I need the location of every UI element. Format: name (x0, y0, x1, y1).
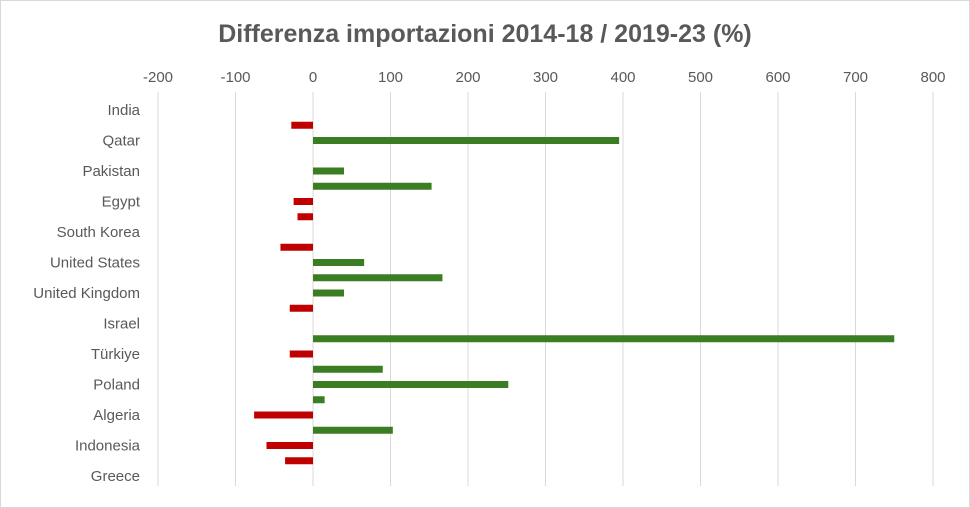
chart-title: Differenza importazioni 2014-18 / 2019-2… (218, 20, 752, 48)
y-axis-category-labels: India Qatar Pakistan Egypt South Korea United… (33, 102, 141, 485)
bar-negative (289, 350, 313, 358)
bar-positive (313, 335, 895, 343)
x-tick-label: 500 (688, 69, 713, 86)
x-tick-label: 800 (920, 69, 945, 86)
y-category-label: Pakistan (82, 163, 140, 180)
bar-positive (313, 167, 344, 175)
bar-negative (297, 213, 313, 221)
x-tick-label: 400 (610, 69, 635, 86)
gridlines (157, 92, 934, 486)
bar-negative (291, 121, 313, 129)
x-tick-label: 0 (309, 69, 317, 86)
bar-negative (266, 442, 313, 449)
x-axis-tick-labels: -200 -100 0 100 200 300 400 500 600 700 800 (143, 69, 946, 86)
bar-negative (285, 457, 313, 465)
bars (254, 121, 895, 465)
bar-positive (313, 365, 383, 373)
y-category-label: Indonesia (75, 438, 141, 455)
x-tick-label: -100 (220, 69, 250, 86)
x-tick-label: 200 (455, 69, 480, 86)
y-category-label: Israel (103, 316, 140, 333)
bar-positive (313, 259, 365, 266)
y-category-label: Algeria (93, 407, 140, 424)
bar-negative (293, 198, 313, 205)
bar-positive (313, 381, 509, 388)
x-tick-label: 100 (378, 69, 403, 86)
bar-negative (289, 304, 313, 312)
y-category-label: India (107, 102, 140, 119)
bar-positive (313, 426, 393, 434)
y-category-label: United Kingdom (33, 285, 140, 302)
bar-positive (313, 137, 620, 144)
y-category-label: Greece (91, 468, 140, 485)
bar-positive (313, 289, 344, 297)
bar-negative (280, 243, 313, 251)
bar-positive (313, 274, 443, 282)
y-category-label: Türkiye (91, 346, 140, 363)
x-tick-label: 300 (533, 69, 558, 86)
bar-positive (313, 182, 432, 190)
x-tick-label: 700 (843, 69, 868, 86)
y-category-label: Poland (93, 377, 140, 394)
y-category-label: South Korea (57, 224, 141, 241)
bar-negative (254, 411, 313, 419)
x-tick-label: -200 (143, 69, 173, 86)
bar-positive (313, 396, 325, 404)
y-category-label: Qatar (102, 133, 140, 150)
x-tick-label: 600 (765, 69, 790, 86)
y-category-label: United States (50, 255, 140, 272)
y-category-label: Egypt (102, 194, 141, 211)
